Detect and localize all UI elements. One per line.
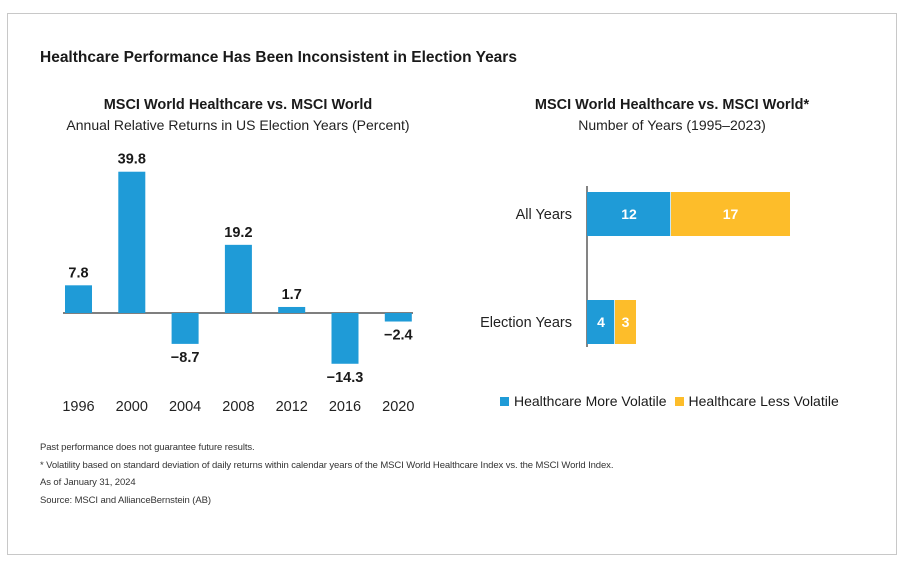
footnote-source: Source: MSCI and AllianceBernstein (AB)	[40, 494, 211, 506]
footnote-disclaimer: Past performance does not guarantee futu…	[40, 442, 255, 453]
value-label-2008: 19.2	[224, 225, 252, 241]
legend-label-more-volatile: Healthcare More Volatile	[514, 393, 667, 409]
bar-value-all-years-series-0: 12	[621, 206, 637, 222]
footnotes: Past performance does not guarantee futu…	[40, 439, 613, 509]
figure-frame	[7, 13, 897, 555]
bar-election-years-series-1	[615, 300, 636, 344]
value-label-2012: 1.7	[282, 287, 302, 303]
value-label-2016: −14.3	[327, 370, 364, 386]
x-tick-label-2012: 2012	[276, 399, 308, 415]
legend-item-less-volatile: Healthcare Less Volatile	[674, 393, 839, 409]
x-tick-label-1996: 1996	[62, 399, 94, 415]
left-chart-title: MSCI World Healthcare vs. MSCI World	[103, 97, 373, 113]
bar-2004	[171, 313, 199, 344]
row-label-election-years: Election Years	[480, 315, 572, 331]
bar-2000	[118, 171, 146, 313]
x-tick-label-2000: 2000	[116, 399, 148, 415]
value-label-1996: 7.8	[68, 265, 88, 281]
value-label-2000: 39.8	[118, 152, 146, 168]
x-tick-label-2016: 2016	[329, 399, 361, 415]
row-label-all-years: All Years	[516, 207, 572, 223]
value-label-2004: −8.7	[171, 350, 200, 366]
x-tick-label-2004: 2004	[169, 399, 201, 415]
footnote-volatility: * Volatility based on standard deviation…	[40, 459, 614, 471]
bar-2008	[224, 244, 252, 313]
right-chart-subtitle: Number of Years (1995–2023)	[578, 117, 766, 133]
bar-value-all-years-series-1: 17	[723, 206, 739, 222]
x-tick-label-2008: 2008	[222, 399, 254, 415]
legend: Healthcare More Volatile Healthcare Less…	[500, 393, 847, 409]
bar-2012	[278, 306, 306, 313]
bar-1996	[65, 285, 92, 313]
legend-swatch-yellow	[674, 396, 684, 406]
legend-label-less-volatile: Healthcare Less Volatile	[688, 393, 839, 409]
bar-2016	[331, 313, 359, 364]
footnote-date: As of January 31, 2024	[40, 477, 136, 488]
bar-all-years-series-0	[587, 192, 671, 236]
right-chart-title: MSCI World Healthcare vs. MSCI World*	[534, 97, 810, 113]
bar-value-election-years-series-1: 3	[622, 314, 630, 330]
figure-title: Healthcare Performance Has Been Inconsis…	[40, 49, 517, 66]
legend-swatch-blue	[500, 396, 509, 406]
x-tick-label-2020: 2020	[382, 399, 414, 415]
value-label-2020: −2.4	[384, 328, 413, 344]
bar-value-election-years-series-0: 4	[597, 314, 605, 330]
bar-2020	[384, 313, 412, 322]
bar-election-years-series-0	[587, 300, 615, 344]
legend-item-more-volatile: Healthcare More Volatile	[500, 393, 667, 409]
left-chart-subtitle: Annual Relative Returns in US Election Y…	[66, 117, 410, 133]
bar-all-years-series-1	[671, 192, 790, 236]
